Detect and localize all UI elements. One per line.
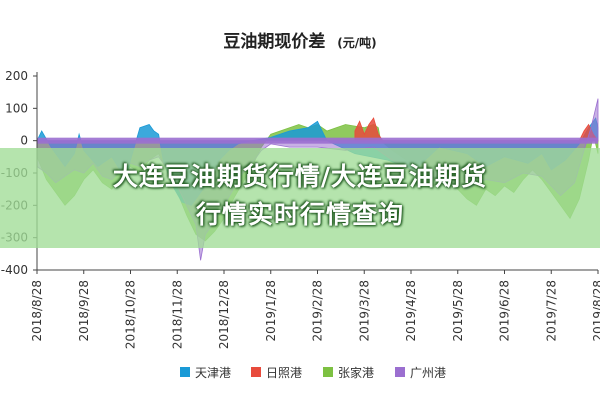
- legend-label: 广州港: [410, 366, 446, 380]
- x-tick-label: 2019/1/28: [264, 280, 278, 342]
- x-tick-label: 2019/3/28: [357, 280, 371, 342]
- legend-label: 日照港: [266, 366, 302, 380]
- x-tick-label: 2019/6/28: [498, 280, 512, 342]
- x-tick-label: 2019/4/28: [404, 280, 418, 342]
- x-tick-label: 2018/10/28: [124, 280, 138, 349]
- x-tick-label: 2019/5/28: [451, 280, 465, 342]
- x-tick-label: 2018/8/28: [30, 280, 44, 342]
- series-area-1: [354, 117, 599, 142]
- axis-layer: -400-300-200-10001002002018/8/282018/9/2…: [1, 69, 600, 349]
- x-tick-label: 2018/12/28: [217, 280, 231, 349]
- y-tick-label: 0: [20, 134, 28, 148]
- x-tick-label: 2019/2/28: [311, 280, 325, 342]
- overlay-caption-line1: 大连豆油期货行情/大连豆油期货: [112, 162, 488, 191]
- overlay-caption: 大连豆油期货行情/大连豆油期货 行情实时行情查询: [0, 158, 600, 234]
- overlay-banner: [0, 148, 600, 248]
- legend-label: 天津港: [195, 366, 231, 380]
- legend: 天津港 日照港 张家港 广州港: [180, 365, 446, 380]
- chart-title: 豆油期现价差 (元/吨): [223, 31, 376, 52]
- zero-band: [37, 137, 598, 144]
- chart-title-main: 豆油期现价差: [223, 31, 325, 52]
- legend-swatch: [395, 367, 405, 377]
- x-tick-label: 2019/7/28: [544, 280, 558, 342]
- x-tick-label: 2018/11/28: [170, 280, 184, 349]
- x-tick-label: 2019/8/28: [591, 280, 600, 342]
- legend-label: 张家港: [338, 365, 374, 380]
- overlay-caption-line2: 行情实时行情查询: [195, 200, 404, 229]
- legend-swatch: [323, 367, 333, 377]
- x-tick-label: 2018/9/28: [77, 280, 91, 342]
- legend-swatch: [251, 367, 261, 377]
- y-tick-label: 200: [5, 69, 28, 83]
- chart-title-unit: (元/吨): [337, 35, 376, 50]
- legend-swatch: [180, 367, 190, 377]
- y-tick-label: -400: [1, 263, 28, 277]
- y-tick-label: 100: [5, 101, 28, 115]
